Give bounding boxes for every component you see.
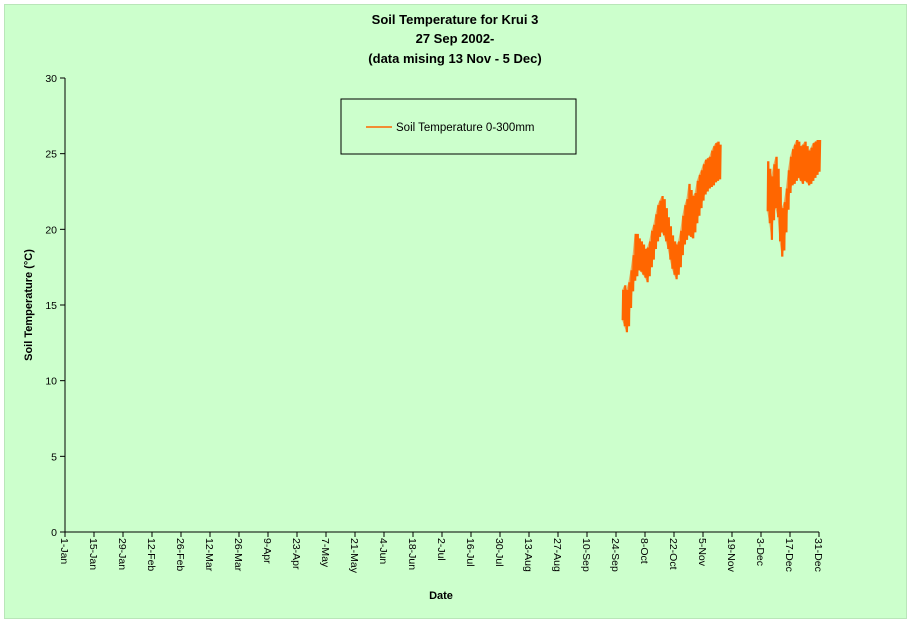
x-tick-label: 1-Jan — [58, 538, 70, 564]
x-tick-label: 10-Sep — [580, 538, 592, 572]
x-tick-label: 4-Jun — [377, 538, 389, 564]
x-axis-title: Date — [429, 590, 453, 602]
y-tick-label: 10 — [45, 376, 57, 388]
x-tick-label: 29-Jan — [116, 538, 128, 570]
x-tick-label: 19-Nov — [725, 538, 737, 573]
x-tick-label: 3-Dec — [754, 538, 766, 566]
y-axis-title: Soil Temperature (°C) — [23, 249, 35, 361]
chart-title-line-1: Soil Temperature for Krui 3 — [372, 12, 539, 27]
y-tick-label: 5 — [51, 451, 57, 463]
chart-title-line-2: 27 Sep 2002- — [416, 31, 495, 46]
y-tick-label: 15 — [45, 300, 57, 312]
x-tick-label: 16-Jul — [464, 538, 476, 567]
x-tick-label: 15-Jan — [87, 538, 99, 570]
x-tick-label: 7-May — [319, 538, 331, 568]
chart-area — [4, 4, 907, 619]
y-tick-label: 25 — [45, 149, 57, 161]
series-range-band — [622, 141, 720, 333]
x-tick-label: 12-Mar — [203, 538, 215, 572]
x-tick-label: 26-Feb — [174, 538, 186, 571]
x-tick-label: 13-Aug — [522, 538, 534, 572]
x-tick-label: 26-Mar — [232, 538, 244, 572]
plot-series — [621, 139, 822, 333]
x-tick-label: 30-Jul — [493, 538, 505, 567]
x-tick-label: 22-Oct — [667, 538, 679, 570]
chart-title-line-3: (data mising 13 Nov - 5 Dec) — [368, 51, 541, 66]
x-tick-label: 23-Apr — [290, 538, 302, 570]
x-tick-label: 31-Dec — [812, 538, 824, 572]
x-tick-label: 8-Oct — [638, 538, 650, 564]
series-range-band — [767, 140, 819, 257]
x-tick-label: 5-Nov — [696, 538, 708, 567]
x-tick-label: 18-Jun — [406, 538, 418, 570]
x-tick-label: 24-Sep — [609, 538, 621, 572]
x-tick-label: 12-Feb — [145, 538, 157, 571]
legend-label: Soil Temperature 0-300mm — [396, 122, 535, 134]
axes: 0 5 10 15 20 25 30 1-Jan 15-Jan 29-Jan 12-Feb 26-Fe… — [45, 73, 824, 574]
x-tick-label: 9-Apr — [261, 538, 273, 564]
legend-box — [340, 98, 577, 155]
y-tick-label: 20 — [45, 224, 57, 236]
x-tick-label: 17-Dec — [783, 538, 795, 572]
x-tick-label: 27-Aug — [551, 538, 563, 572]
x-tick-label: 21-May — [348, 538, 360, 574]
y-tick-label: 30 — [45, 73, 57, 85]
x-tick-label: 2-Jul — [435, 538, 447, 561]
legend: Soil Temperature 0-300mm — [340, 98, 577, 155]
y-tick-label: 0 — [51, 527, 57, 539]
